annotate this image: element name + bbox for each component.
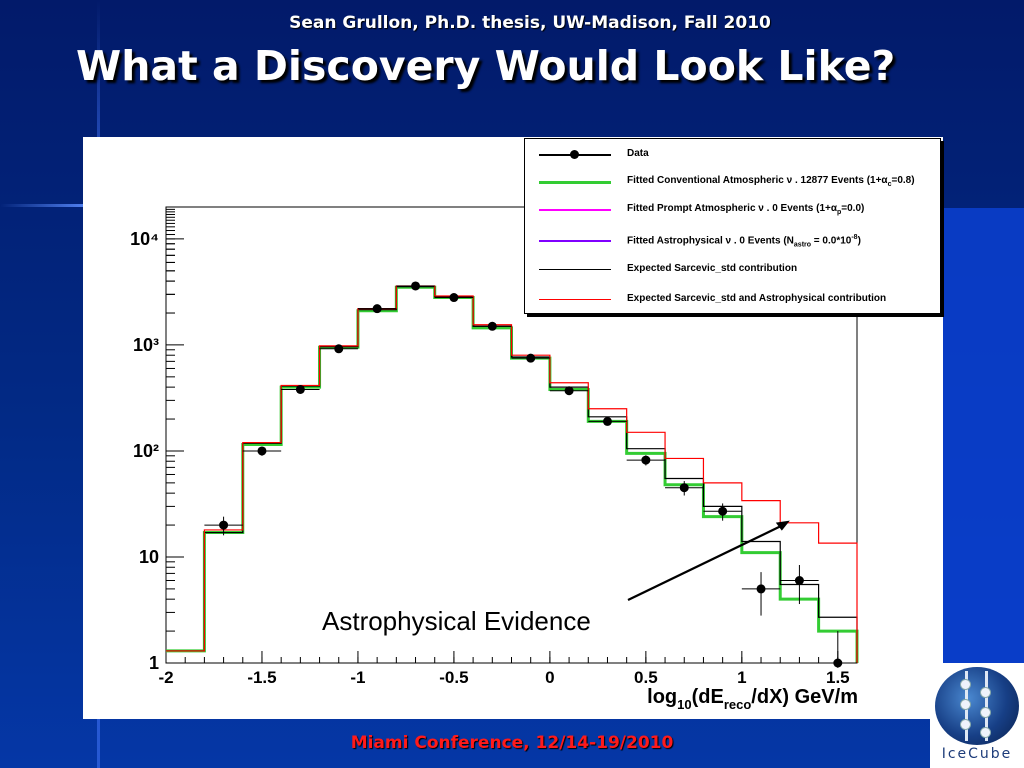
legend-swatch-sarcevic [539,269,611,270]
icecube-logo: IceCube [930,663,1024,768]
data-point [679,483,689,493]
data-point [718,506,728,516]
legend-label: Fitted Astrophysical ν . 0 Events (Nastr… [627,234,861,249]
icecube-logo-emblem [935,667,1019,745]
x-tick-label: -2 [158,668,173,687]
slide-subtitle: Sean Grullon, Ph.D. thesis, UW-Madison, … [289,13,771,33]
histogram-chart: -2 -1.5 -1 -0.5 0 0.5 1 1.5 1 10 10² 10³ 10⁴ log10(dE… [130,206,859,712]
slide-footer: Miami Conference, 12/14-19/2010 [350,733,674,753]
slide-title: What a Discovery Would Look Like? [76,42,896,90]
data-point [602,416,612,426]
legend-item-prompt: Fitted Prompt Atmospheric ν . 0 Events (… [525,201,940,219]
y-tick-label: 1 [149,653,159,673]
data-point [487,321,497,331]
y-tick-label: 10⁴ [130,229,159,249]
icecube-logo-text: IceCube [941,746,1013,762]
legend-swatch-astrophysical [539,240,611,242]
chart-legend: Data Fitted Conventional Atmospheric ν .… [524,138,941,314]
legend-swatch-conventional [539,181,611,184]
legend-swatch-prompt [539,209,611,211]
x-tick-label: 1.5 [826,668,850,687]
data-point [411,281,421,291]
legend-label: Fitted Conventional Atmospheric ν . 1287… [627,175,915,188]
x-axis-label: log10(dEreco/dX) GeV/m [647,686,858,712]
legend-item-conventional: Fitted Conventional Atmospheric ν . 1287… [525,173,940,191]
data-point [257,446,267,456]
y-tick-label: 10³ [133,335,159,355]
data-point [641,455,651,465]
legend-label: Expected Sarcevic_std contribution [627,263,798,274]
annotation-arrow-head [775,520,790,531]
data-point [756,584,766,594]
data-point [449,293,459,303]
x-tick-label: -0.5 [439,668,468,687]
data-point [334,344,344,354]
decorative-horizontal-line [0,204,86,207]
x-tick-label: 1 [737,668,746,687]
legend-item-sarcevic-astro: Expected Sarcevic_std and Astrophysical … [525,291,940,309]
legend-label: Expected Sarcevic_std and Astrophysical … [627,293,887,304]
x-tick-label: 0.5 [634,668,658,687]
data-point [372,304,382,314]
data-point [295,384,305,394]
x-tick-label: -1.5 [247,668,276,687]
x-tick-label: -1 [350,668,365,687]
decorative-side-band [940,208,1024,668]
legend-swatch-sarcevic-astro [539,299,611,300]
y-tick-label: 10 [139,547,159,567]
legend-label: Data [627,148,649,159]
plot-panel: -2 -1.5 -1 -0.5 0 0.5 1 1.5 1 10 10² 10³ 10⁴ log10(dE… [83,137,943,719]
data-point [564,386,574,396]
legend-item-sarcevic: Expected Sarcevic_std contribution [525,261,940,279]
astrophysical-evidence-annotation: Astrophysical Evidence [322,606,591,636]
annotation-arrow-line [627,523,785,601]
data-point [526,353,536,363]
x-tick-label: 0 [545,668,554,687]
legend-marker-data [570,150,579,159]
data-point [219,520,229,530]
y-tick-label: 10² [133,441,159,461]
data-point [833,658,843,668]
data-point [794,575,804,585]
series-sarcevic-astro [166,285,858,663]
legend-item-astrophysical: Fitted Astrophysical ν . 0 Events (Nastr… [525,232,940,250]
legend-label: Fitted Prompt Atmospheric ν . 0 Events (… [627,203,865,216]
legend-item-data: Data [525,146,940,164]
